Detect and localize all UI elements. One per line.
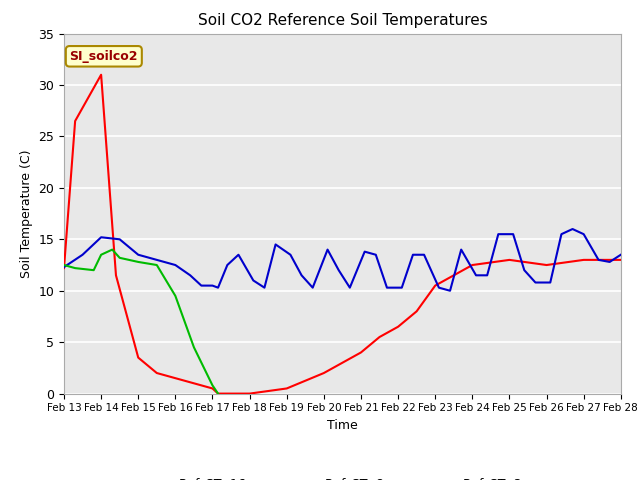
Title: Soil CO2 Reference Soil Temperatures: Soil CO2 Reference Soil Temperatures xyxy=(198,13,487,28)
Y-axis label: Soil Temperature (C): Soil Temperature (C) xyxy=(20,149,33,278)
X-axis label: Time: Time xyxy=(327,419,358,432)
Legend: Ref_ST -16cm, Ref_ST -8cm, Ref_ST -2cm: Ref_ST -16cm, Ref_ST -8cm, Ref_ST -2cm xyxy=(139,472,546,480)
Text: SI_soilco2: SI_soilco2 xyxy=(70,50,138,63)
